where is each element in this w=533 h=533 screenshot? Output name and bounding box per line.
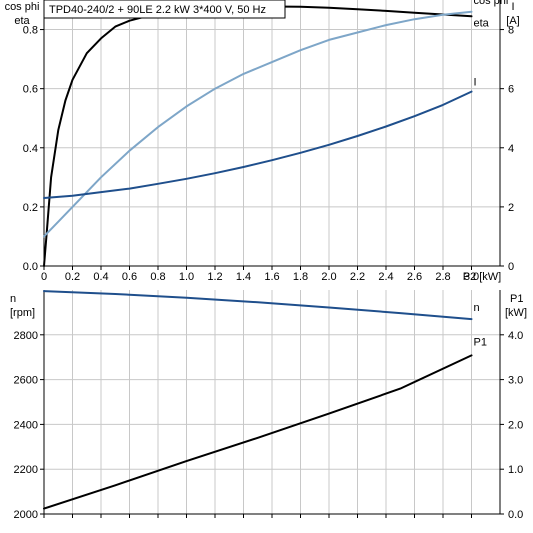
top-right-axis-label-line2: [A] [506, 15, 519, 27]
top-x-tick-label-2: 0.4 [93, 271, 108, 283]
top-series-eta-line [43, 5, 473, 267]
top-x-tick-label-6: 1.2 [207, 271, 222, 283]
top-x-tick-label-13: 2.6 [407, 271, 422, 283]
bottom-left-axis-label-line2: [rpm] [10, 307, 35, 319]
top-left-tick-label-3: 0.6 [23, 84, 38, 96]
top-x-tick-label-1: 0.2 [65, 271, 80, 283]
bottom-series-label-n: n [474, 302, 480, 314]
top-x-tick-label-14: 2.8 [435, 271, 450, 283]
bottom-panel: 2000 2200 2400 2600 2800 0.0 1.0 2.0 3.0 4.0 n P1 [14, 290, 523, 521]
header-title: TPD40-240/2 + 90LE 2.2 kW 3*400 V, 50 Hz [49, 4, 266, 16]
bottom-series-label-p1: P1 [474, 336, 487, 348]
bottom-right-axis-label-line1: P1 [510, 293, 523, 305]
top-x-tick-label-5: 1.0 [179, 271, 194, 283]
top-series-i-line [43, 90, 473, 199]
bottom-left-tick-label-1: 2200 [14, 464, 38, 476]
top-series-label-cos-phi: cos phi [474, 0, 509, 7]
top-x-tick-label-10: 2.0 [321, 271, 336, 283]
top-series-label-eta: eta [474, 17, 490, 29]
top-right-tick-label-0: 0 [508, 261, 514, 273]
top-series-label-i: I [474, 77, 477, 89]
top-left-tick-label-4: 0.8 [23, 25, 38, 37]
top-series-cos-phi-line [43, 10, 473, 238]
bottom-right-tick-label-2: 2.0 [508, 419, 523, 431]
bottom-series-n-line [43, 290, 473, 321]
bottom-left-tick-label-0: 2000 [14, 509, 38, 521]
top-x-tick-label-4: 0.8 [150, 271, 165, 283]
bottom-right-tick-label-3: 3.0 [508, 375, 523, 387]
bottom-series-p1-line [43, 354, 473, 510]
bottom-right-axis-label-line2: [kW] [505, 307, 527, 319]
top-panel: 0.0 0.2 0.4 0.6 0.8 0 2 4 6 8 0 0.2 0.4 0.6 0.8 1.0 1.2 1… [23, 0, 514, 283]
top-right-axis-label-line1: I [511, 1, 514, 13]
top-right-tick-label-3: 6 [508, 84, 514, 96]
top-x-axis-label: P2 [kW] [463, 271, 502, 283]
top-x-tick-label-7: 1.4 [236, 271, 251, 283]
bottom-left-tick-label-2: 2400 [14, 419, 38, 431]
top-x-tick-label-9: 1.8 [293, 271, 308, 283]
bottom-left-tick-label-4: 2800 [14, 330, 38, 342]
header-title-box [43, 0, 286, 19]
top-right-tick-label-2: 4 [508, 143, 514, 155]
top-left-tick-label-2: 0.4 [23, 143, 38, 155]
top-left-tick-label-1: 0.2 [23, 202, 38, 214]
top-x-tick-label-3: 0.6 [122, 271, 137, 283]
top-right-tick-label-4: 8 [508, 25, 514, 37]
top-x-tick-label-12: 2.4 [378, 271, 393, 283]
top-x-tick-label-11: 2.2 [350, 271, 365, 283]
top-x-tick-label-15: 3.0 [464, 271, 479, 283]
top-right-tick-label-1: 2 [508, 202, 514, 214]
bottom-left-tick-label-3: 2600 [14, 375, 38, 387]
bottom-right-tick-label-0: 0.0 [508, 509, 523, 521]
bottom-left-axis-label-line1: n [10, 293, 16, 305]
top-x-tick-label-8: 1.6 [264, 271, 279, 283]
top-x-tick-label-0: 0 [41, 271, 47, 283]
top-left-axis-label-line2: eta [14, 15, 30, 27]
bottom-right-tick-label-1: 1.0 [508, 464, 523, 476]
top-left-tick-label-0: 0.0 [23, 261, 38, 273]
bottom-right-tick-label-4: 4.0 [508, 330, 523, 342]
top-left-axis-label-line1: cos phi [5, 1, 40, 13]
